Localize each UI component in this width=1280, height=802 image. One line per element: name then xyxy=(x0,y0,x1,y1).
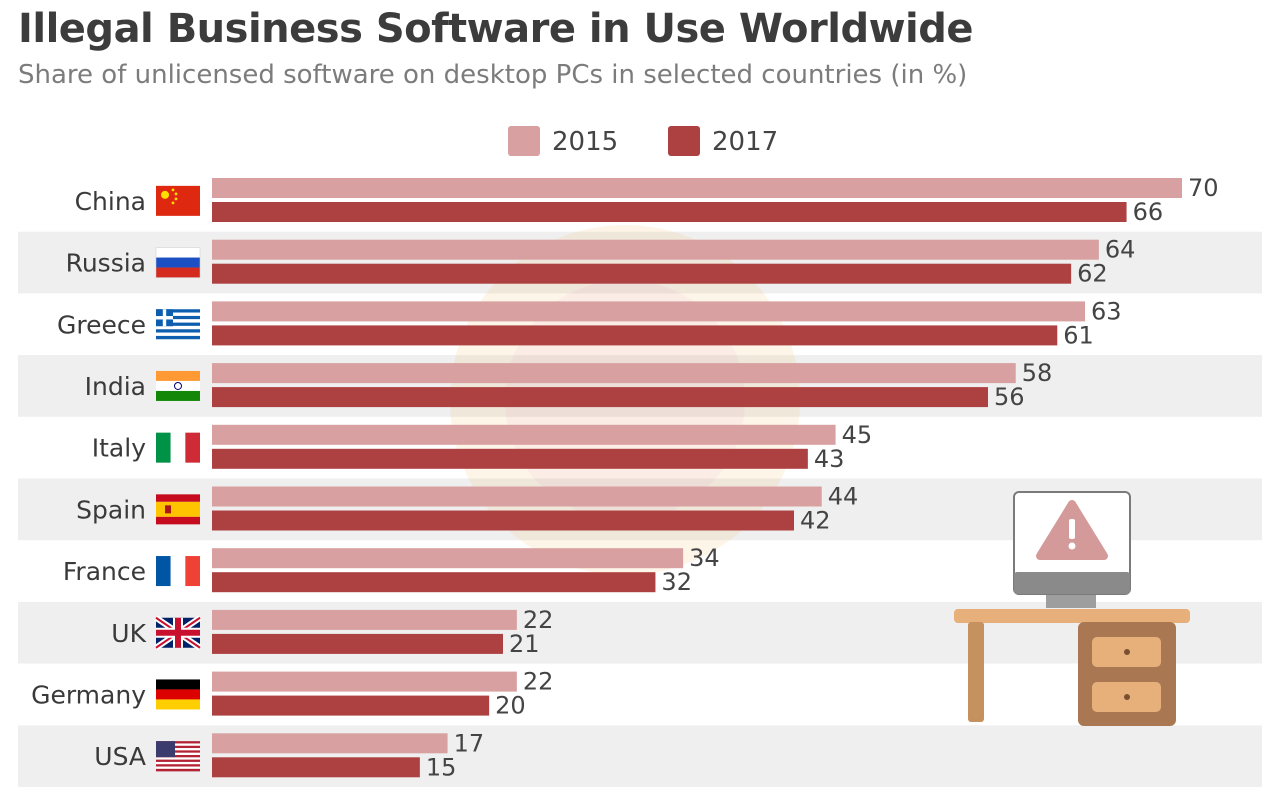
legend-label-2017: 2017 xyxy=(712,127,778,157)
legend: 2015 2017 xyxy=(508,126,778,157)
bar-greece-2015 xyxy=(212,301,1085,322)
value-label-germany-2017: 20 xyxy=(495,692,526,720)
page-subtitle: Share of unlicensed software on desktop … xyxy=(18,60,968,90)
bar-china-2017 xyxy=(212,202,1127,222)
page-title: Illegal Business Software in Use Worldwi… xyxy=(18,6,974,52)
category-label-germany: Germany xyxy=(31,680,146,709)
category-label-france: France xyxy=(63,557,146,586)
bar-russia-2015 xyxy=(212,239,1099,260)
category-label-spain: Spain xyxy=(76,495,146,524)
india-flag-icon xyxy=(156,370,200,401)
desk-icon xyxy=(954,609,1190,726)
category-label-india: India xyxy=(85,372,146,401)
bar-uk-2017 xyxy=(212,633,503,654)
bar-italy-2015 xyxy=(212,424,836,445)
greece-flag-icon xyxy=(156,309,200,340)
bar-greece-2017 xyxy=(212,325,1058,346)
category-label-china: China xyxy=(75,187,146,216)
value-label-france-2017: 32 xyxy=(661,568,692,596)
bar-italy-2017 xyxy=(212,448,808,469)
value-label-germany-2015: 22 xyxy=(523,668,554,696)
usa-flag-icon xyxy=(156,741,200,772)
bar-india-2017 xyxy=(212,387,988,408)
value-label-italy-2015: 45 xyxy=(842,421,873,449)
value-label-russia-2017: 62 xyxy=(1077,260,1108,288)
legend-swatch-2015 xyxy=(508,126,540,156)
legend-swatch-2017 xyxy=(668,126,700,156)
value-label-spain-2015: 44 xyxy=(828,483,859,511)
bar-india-2015 xyxy=(212,363,1016,384)
category-label-greece: Greece xyxy=(57,310,146,339)
bar-russia-2017 xyxy=(212,263,1072,284)
france-flag-icon xyxy=(156,556,200,587)
bar-usa-2015 xyxy=(212,733,448,754)
russia-flag-icon xyxy=(155,247,201,278)
value-label-greece-2015: 63 xyxy=(1091,297,1122,325)
value-label-usa-2015: 17 xyxy=(454,729,485,757)
value-label-spain-2017: 42 xyxy=(800,507,831,535)
value-label-uk-2015: 22 xyxy=(523,606,554,634)
value-label-china-2017: 66 xyxy=(1133,198,1164,226)
value-label-russia-2015: 64 xyxy=(1105,236,1136,264)
value-label-china-2015: 70 xyxy=(1188,174,1219,202)
value-label-uk-2017: 21 xyxy=(509,630,540,658)
bar-france-2015 xyxy=(212,548,684,569)
category-label-italy: Italy xyxy=(92,434,146,463)
value-label-india-2017: 56 xyxy=(994,383,1025,411)
legend-label-2015: 2015 xyxy=(552,127,618,157)
bar-spain-2015 xyxy=(212,486,822,507)
category-label-russia: Russia xyxy=(66,249,146,278)
value-label-france-2015: 34 xyxy=(689,544,720,572)
value-label-usa-2017: 15 xyxy=(426,753,457,781)
bar-china-2015 xyxy=(212,178,1182,198)
bar-uk-2015 xyxy=(212,609,517,630)
bar-usa-2017 xyxy=(212,757,420,778)
category-label-uk: UK xyxy=(111,619,146,648)
value-label-india-2015: 58 xyxy=(1022,359,1053,387)
bar-germany-2017 xyxy=(212,695,490,716)
value-label-italy-2017: 43 xyxy=(814,445,845,473)
value-label-greece-2017: 61 xyxy=(1063,321,1094,349)
spain-flag-icon xyxy=(156,494,200,525)
uk-flag-icon xyxy=(154,615,202,651)
germany-flag-icon xyxy=(156,679,200,710)
bar-germany-2015 xyxy=(212,671,517,692)
category-label-usa: USA xyxy=(94,742,146,771)
bar-france-2017 xyxy=(212,572,656,593)
bar-spain-2017 xyxy=(212,510,794,531)
italy-flag-icon xyxy=(156,432,200,463)
warning-icon xyxy=(1036,500,1108,560)
row-stripe xyxy=(18,725,1262,787)
china-flag-icon xyxy=(156,185,200,216)
